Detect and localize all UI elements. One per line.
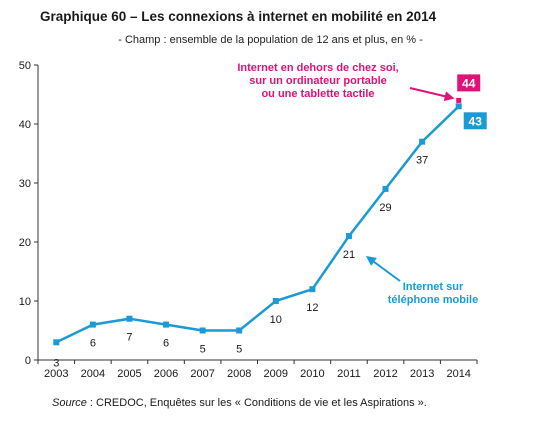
data-markers	[53, 97, 462, 346]
source-text: : CREDOC, Enquêtes sur les « Conditions …	[86, 397, 427, 409]
y-tick-label: 20	[19, 237, 31, 249]
y-tick-label: 0	[25, 355, 31, 367]
mobile-data-point	[309, 286, 316, 293]
mobile-annotation-line: téléphone mobile	[388, 294, 478, 306]
source-label: Source	[52, 397, 87, 409]
data-labels: 3 6 7 6 5 5 10 12 21 29 37 43 44	[53, 74, 487, 369]
mobile-annotation-line: Internet sur	[403, 281, 464, 293]
x-tick-label: 2007	[190, 368, 214, 380]
mobile-value-label: 5	[200, 344, 206, 356]
chart-axes: 0 10 20 30 40 50 2003 2004 2005 2006 2007 2008 2009 2…	[19, 60, 478, 380]
mobile-data-point	[53, 339, 60, 346]
series-lines	[55, 105, 460, 344]
outside-home-badge-label: 44	[462, 76, 476, 90]
outside-home-annotation-line: ou une tablette tactile	[261, 88, 374, 100]
annotations: Internet en dehors de chez soi,sur un or…	[237, 62, 478, 306]
mobile-value-label: 12	[306, 302, 318, 314]
x-tick-label: 2013	[410, 368, 434, 380]
x-tick-label: 2010	[300, 368, 324, 380]
x-tick-label: 2014	[446, 368, 470, 380]
mobile-data-point	[89, 321, 96, 328]
mobile-value-label: 3	[53, 357, 59, 369]
mobile-value-label: 21	[343, 249, 355, 261]
mobile-data-point	[126, 315, 133, 322]
x-tick-label: 2008	[227, 368, 251, 380]
mobile-value-label: 10	[270, 314, 282, 326]
mobile-data-point	[272, 298, 279, 304]
x-tick-label: 2004	[81, 368, 105, 380]
outside-home-data-point	[456, 97, 462, 103]
outside-home-arrow	[409, 87, 455, 102]
mobile-series-line	[55, 105, 460, 344]
mobile-value-label: 37	[416, 155, 428, 167]
mobile-data-point	[163, 321, 170, 328]
mobile-value-label: 6	[90, 338, 96, 350]
y-tick-label: 50	[19, 60, 31, 72]
mobile-data-point	[199, 327, 206, 334]
y-tick-label: 30	[19, 178, 31, 190]
mobile-data-point	[419, 138, 426, 145]
mobile-data-point	[345, 233, 352, 240]
chart-subtitle: - Champ : ensemble de la population de 1…	[118, 34, 423, 46]
mobile-badge-2014	[463, 112, 487, 130]
mobile-value-label: 5	[236, 344, 242, 356]
y-tick-label: 40	[19, 119, 31, 131]
outside-home-annotation-line: Internet en dehors de chez soi,	[237, 62, 398, 74]
chart-title: Graphique 60 – Les connexions à internet…	[40, 9, 437, 24]
x-tick-label: 2011	[337, 368, 361, 380]
x-tick-label: 2012	[373, 368, 397, 380]
mobile-arrow	[365, 256, 401, 282]
x-tick-label: 2006	[154, 368, 178, 380]
x-tick-label: 2003	[44, 368, 68, 380]
source-note: Source : CREDOC, Enquêtes sur les « Cond…	[52, 397, 427, 409]
mobile-value-label: 6	[163, 338, 169, 350]
outside-home-badge-2014	[457, 74, 481, 92]
mobile-data-point	[236, 327, 243, 334]
x-tick-label: 2005	[117, 368, 141, 380]
mobile-badge-label: 43	[469, 114, 483, 128]
mobile-value-label: 29	[379, 202, 391, 214]
mobile-data-point	[382, 185, 389, 192]
y-tick-label: 10	[19, 296, 31, 308]
outside-home-annotation-line: sur un ordinateur portable	[249, 75, 387, 87]
line-chart: 0 10 20 30 40 50 2003 2004 2005 2006 2007 2008 2009 2…	[19, 60, 487, 380]
x-tick-label: 2009	[264, 368, 288, 380]
mobile-data-point	[455, 103, 462, 110]
mobile-value-label: 7	[126, 332, 132, 344]
